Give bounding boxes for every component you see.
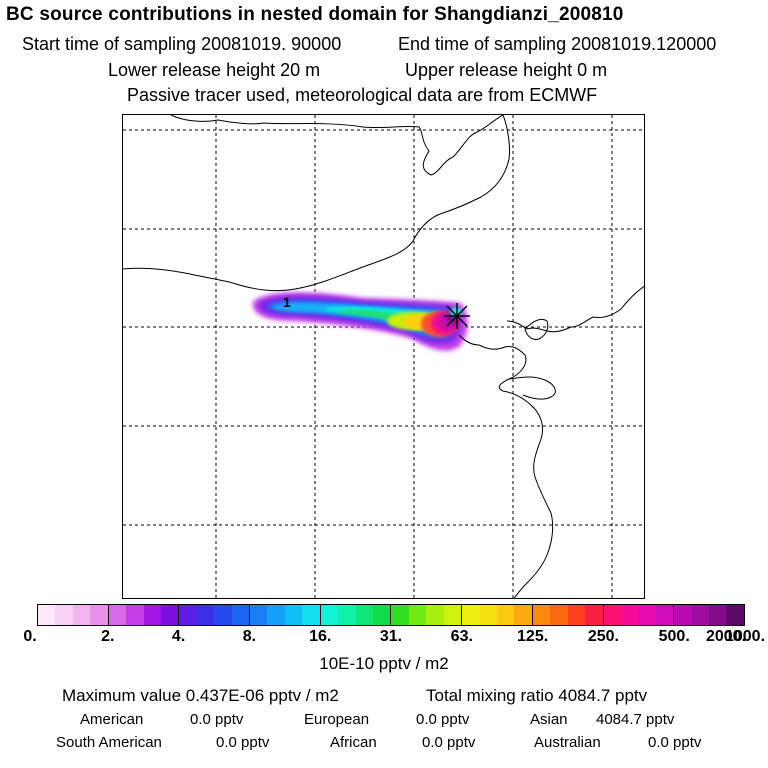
color-scale-bar bbox=[37, 604, 745, 626]
map-panel: 1 bbox=[122, 114, 645, 599]
color-scale-tick-label: 0. bbox=[23, 628, 37, 645]
source-value-australian: 0.0 pptv bbox=[648, 734, 702, 751]
color-scale-tick-label: 16. bbox=[309, 628, 332, 645]
color-scale-cell bbox=[143, 605, 161, 625]
coastlines bbox=[123, 115, 644, 598]
color-scale-cell bbox=[514, 605, 533, 625]
color-scale-cell bbox=[603, 605, 621, 625]
color-scale-tick-label: 500. bbox=[658, 628, 690, 645]
color-scale-tick-label: 125. bbox=[517, 628, 549, 645]
color-scale-cell bbox=[126, 605, 144, 625]
color-scale-cell bbox=[479, 605, 497, 625]
color-scale-tick-label: 2. bbox=[101, 628, 115, 645]
color-scale-cell bbox=[338, 605, 356, 625]
color-scale-cell bbox=[567, 605, 586, 625]
color-scale-cell bbox=[179, 605, 197, 625]
lat-lon-grid bbox=[123, 115, 644, 598]
source-name-american: American bbox=[80, 711, 144, 728]
end-time-label: End time of sampling 20081019.120000 bbox=[398, 34, 717, 54]
maximum-value-label: Maximum value 0.437E-06 pptv / m2 bbox=[62, 686, 339, 705]
source-name-south-american: South American bbox=[56, 734, 162, 751]
color-scale-cell bbox=[709, 605, 727, 625]
color-scale-tick-label: 1000. bbox=[724, 628, 766, 645]
color-scale-cell bbox=[674, 605, 692, 625]
color-scale-tick-label: 63. bbox=[450, 628, 473, 645]
source-name-african: African bbox=[330, 734, 377, 751]
north-border bbox=[170, 115, 504, 176]
color-scale-cell bbox=[426, 605, 444, 625]
color-scale-tick-label: 4. bbox=[171, 628, 186, 645]
bohai-inlet bbox=[524, 318, 549, 340]
source-value-african: 0.0 pptv bbox=[422, 734, 476, 751]
color-scale-cell bbox=[108, 605, 127, 625]
color-scale-tick-label: 8. bbox=[242, 628, 257, 645]
source-value-south-american: 0.0 pptv bbox=[216, 734, 270, 751]
source-value-american: 0.0 pptv bbox=[190, 711, 244, 728]
color-scale-cell bbox=[214, 605, 232, 625]
plot-title: BC source contributions in nested domain… bbox=[6, 4, 624, 25]
source-name-australian: Australian bbox=[534, 734, 601, 751]
color-scale-tick-label: 2000. bbox=[705, 628, 747, 645]
color-scale-cell bbox=[532, 605, 551, 625]
color-scale-cell bbox=[302, 605, 321, 625]
station-marker bbox=[444, 303, 470, 329]
lower-release-height-label: Lower release height 20 m bbox=[108, 60, 321, 80]
trajectory-label: 1 bbox=[283, 294, 291, 310]
color-scale-cell bbox=[355, 605, 374, 625]
color-scale-cell bbox=[655, 605, 675, 625]
color-scale-cell bbox=[196, 605, 215, 625]
color-scale-cell bbox=[550, 605, 568, 625]
china-coast bbox=[458, 334, 554, 598]
color-scale-cell bbox=[443, 605, 463, 625]
color-scale-cell bbox=[284, 605, 303, 625]
color-scale-cell bbox=[391, 605, 409, 625]
east-border bbox=[123, 115, 510, 292]
tracer-info-label: Passive tracer used, meteorological data… bbox=[127, 85, 598, 105]
source-value-european: 0.0 pptv bbox=[416, 711, 470, 728]
color-scale-cell bbox=[691, 605, 710, 625]
color-scale-cell bbox=[320, 605, 339, 625]
source-name-asian: Asian bbox=[530, 711, 568, 728]
color-scale-tick-label: 250. bbox=[587, 628, 619, 645]
map-canvas: 1 bbox=[123, 115, 644, 598]
color-scale-cell bbox=[585, 605, 604, 625]
total-mixing-ratio-label: Total mixing ratio 4084.7 pptv bbox=[426, 686, 648, 705]
color-scale-cell bbox=[726, 605, 744, 625]
start-time-label: Start time of sampling 20081019. 90000 bbox=[22, 34, 342, 54]
color-scale-cell bbox=[250, 605, 268, 625]
color-scale-cell bbox=[408, 605, 427, 625]
color-scale-cell bbox=[160, 605, 180, 625]
korea-coast bbox=[506, 285, 644, 333]
upper-release-height-label: Upper release height 0 m bbox=[405, 60, 608, 80]
color-scale-cell bbox=[496, 605, 515, 625]
shandong-coast bbox=[508, 376, 556, 400]
source-name-european: European bbox=[304, 711, 370, 728]
color-scale-cell bbox=[638, 605, 656, 625]
color-scale-cell bbox=[267, 605, 285, 625]
color-scale-cell bbox=[373, 605, 392, 625]
source-value-asian: 4084.7 pptv bbox=[596, 711, 675, 728]
color-scale-cell bbox=[620, 605, 639, 625]
color-scale-cell bbox=[55, 605, 73, 625]
color-scale-cell bbox=[38, 605, 56, 625]
color-scale-tick-label: 31. bbox=[379, 628, 403, 645]
color-scale-cell bbox=[72, 605, 91, 625]
color-scale-cell bbox=[231, 605, 251, 625]
color-scale-cell bbox=[462, 605, 480, 625]
color-scale-units: 10E-10 pptv / m2 bbox=[319, 654, 449, 673]
emission-plume bbox=[252, 292, 468, 351]
color-scale-cell bbox=[90, 605, 109, 625]
